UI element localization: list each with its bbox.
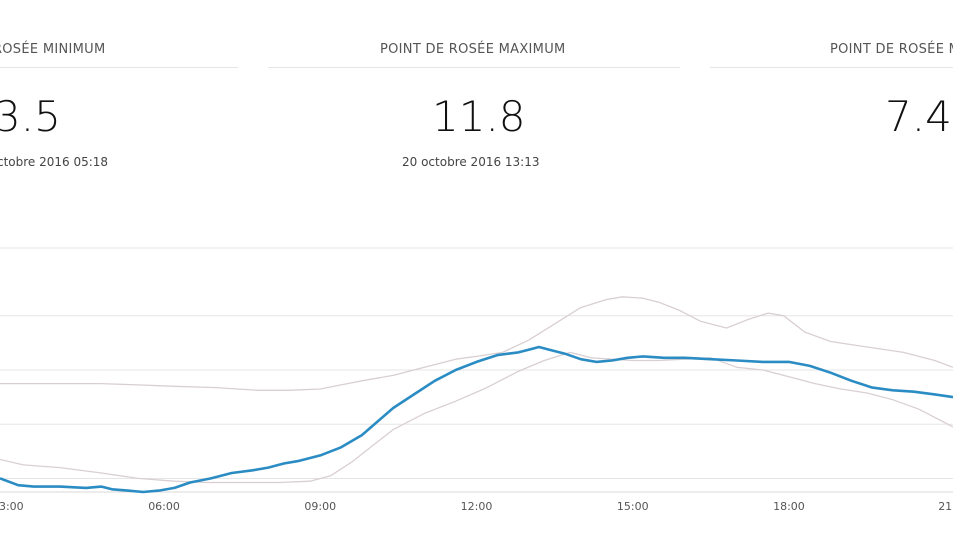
stat-max-title: POINT DE ROSÉE MAXIMUM (380, 42, 566, 57)
dew-point-line-chart: 03:00 06:00 09:00 12:00 15:00 18:00 21 (0, 247, 953, 513)
series-line-context-high (0, 296, 953, 391)
stat-max-date: 20 octobre 2016 13:13 (402, 155, 540, 169)
x-axis-ticks: 03:00 06:00 09:00 12:00 15:00 18:00 21 (0, 500, 952, 513)
chart-series (0, 296, 953, 494)
stat-avg-divider (710, 67, 953, 68)
x-tick-label: 06:00 (148, 500, 180, 513)
x-tick-label: 09:00 (304, 500, 336, 513)
series-line-main (0, 345, 953, 494)
stat-min-divider (0, 67, 238, 68)
chart-grid (0, 247, 953, 493)
x-tick-label: 12:00 (461, 500, 493, 513)
stat-max-value: 11.8 (432, 92, 526, 141)
stat-min-date: ctobre 2016 05:18 (0, 155, 109, 169)
stat-min-value: 3.5 (0, 92, 61, 141)
x-tick-label: 18:00 (773, 500, 805, 513)
stat-min-title: E ROSÉE MINIMUM (0, 42, 106, 57)
x-tick-label: 21 (938, 500, 952, 513)
stat-max-divider (268, 67, 680, 68)
series-line-context-low (0, 351, 953, 484)
stat-avg-title: POINT DE ROSÉE M (830, 42, 953, 57)
x-tick-label: 15:00 (617, 500, 649, 513)
stat-avg-value: 7.4 (885, 92, 952, 141)
x-tick-label: 03:00 (0, 500, 24, 513)
